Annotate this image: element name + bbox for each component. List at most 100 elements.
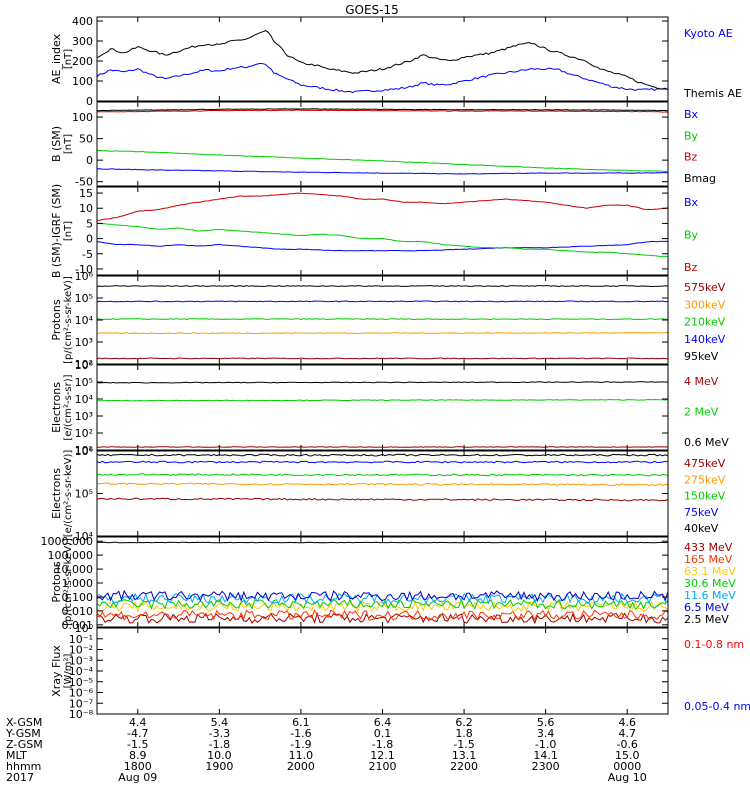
legend-entry: Bz [684,261,698,274]
ephemeris-value: 6.2 [455,716,473,729]
series-line-kyoto-ae [97,62,668,94]
ephemeris-value: -0.6 [616,738,637,751]
panel-frame [96,627,669,715]
series-line-0-6-mev [97,381,668,384]
y-tick-label: -5 [82,248,93,261]
series-line-275kev [97,482,668,487]
panel-ae-index: 0 100 200 300 400 AE_index [nT] Kyoto AE Themis … [50,15,742,108]
y-tick-label: 100 [72,111,93,124]
y-tick-label: 10⁵ [75,376,93,389]
ephemeris-value: -1.8 [372,738,393,751]
series-line-30-6-mev [97,597,668,611]
series-line-2-5-mev [97,541,668,544]
series-line-6-5-mev [97,589,668,603]
ephemeris-value: 6.4 [374,716,392,729]
y-tick-label: 10 [79,202,93,215]
ephemeris-value: 12.1 [370,749,395,762]
panel-b-minus-igrf: -10 -5 0 5 10 15 B (SM)-IGRF (SM) [nT] Bx By Bz [50,184,699,278]
series-line-themis-ae [97,30,668,90]
legend-entry: 0.1-0.8 nm [684,638,744,651]
y-axis-label: Electrons [50,468,63,519]
series-line-150kev [97,473,668,477]
ephemeris-value: 4.7 [618,727,636,740]
ephemeris-value: 11.0 [289,749,314,762]
ephemeris-row-label: Z-GSM [6,738,43,751]
legend-entry: 150keV [684,490,726,503]
y-tick-label: 10⁰ [75,622,94,635]
y-tick-label: 5 [86,217,93,230]
y-tick-label: 100.000 [48,549,94,562]
ephemeris-value: -1.0 [535,738,556,751]
legend-entry: Bz [684,151,698,164]
ephemeris-value: -1.9 [290,738,311,751]
series-line-210kev [97,318,668,321]
y-tick-label: 400 [72,15,93,28]
ephemeris-value: 5.4 [211,716,229,729]
ephemeris-row-label: hhmm [6,760,41,773]
y-tick-label: 0.001 [62,619,94,632]
y-axis-unit: [e/(cm²-s-sr)] [63,374,74,440]
ephemeris-value: Aug 10 [608,771,647,784]
plot-title: GOES-15 [345,3,399,17]
y-axis-unit: [e/(cm²-s-sr-keV)] [63,450,74,538]
y-tick-label: 10⁶ [75,359,94,372]
legend-entry: By [684,129,699,142]
ephemeris-value: 15.0 [615,749,640,762]
y-tick-label: 10⁻³ [69,654,93,667]
legend-entry: 2 MeV [684,406,719,419]
legend-entry: Bmag [684,172,716,185]
ephemeris-value: 5.6 [537,716,555,729]
series-line-300kev [97,331,668,335]
panel-frame [96,450,669,537]
legend-entry: Themis AE [683,87,742,100]
ephemeris-value: -1.5 [453,738,474,751]
series-line-bx [97,240,668,252]
ephemeris-value: 2000 [287,760,315,773]
y-tick-label: 200 [72,55,93,68]
y-tick-label: 10³ [75,410,93,423]
y-axis-unit: [p/(cm²-s-sr-keV)] [63,276,74,364]
ephemeris-row-label: Y-GSM [5,727,41,740]
ephemeris-value: 13.1 [452,749,477,762]
ephemeris-value: 1800 [124,760,152,773]
series-line-by [97,222,668,258]
legend-entry: 4 MeV [684,375,719,388]
legend-entry: 40keV [684,522,719,535]
legend-entry: 63.1 MeV [684,565,736,578]
y-tick-label: 100 [72,75,93,88]
series-line-475kev [97,497,668,502]
panel-frame [96,186,669,276]
y-axis-unit: [nT] [63,134,74,154]
ephemeris-value: -3.3 [209,727,230,740]
panel-electrons-kev: 10⁴ 10⁵ 10⁶ Electrons [e/(cm²-s-sr-keV)] 475k… [50,445,726,543]
series-line-95kev [97,285,668,288]
legend-entry: 0.6 MeV [684,436,729,449]
legend-entry: Bx [684,196,699,209]
y-axis-unit: [nT] [63,49,74,69]
series-line-bx [97,168,668,175]
legend-entry: Kyoto AE [684,27,733,40]
y-tick-label: 1000.000 [41,535,94,548]
y-tick-label: 0 [86,154,93,167]
y-tick-label: 1.000 [62,577,94,590]
y-tick-label: 10⁻⁷ [69,697,93,710]
ephemeris-row-label: X-GSM [6,716,42,729]
ephemeris-value: 0000 [613,760,641,773]
series-line-by [97,150,668,173]
legend-entry: Bx [684,108,699,121]
y-axis-label: Protons [50,299,63,340]
y-tick-label: 10⁻⁶ [69,687,94,700]
legend-entry: 433 MeV [684,541,733,554]
y-axis-unit: [W/m²] [63,653,74,688]
legend-entry: 275keV [684,473,726,486]
ephemeris-value: 3.4 [537,727,555,740]
y-axis-label: B (SM) [50,126,63,162]
ephemeris-value: -1.8 [209,738,230,751]
y-tick-label: 0 [86,95,93,108]
legend-entry: 0.05-0.4 nm [684,700,750,713]
ephemeris-value: 6.1 [292,716,310,729]
y-axis-label: B (SM)-IGRF (SM) [50,184,63,278]
y-tick-label: 10⁻⁵ [69,676,93,689]
legend-entry: 95keV [684,350,719,363]
legend-entry: 300keV [684,298,726,311]
